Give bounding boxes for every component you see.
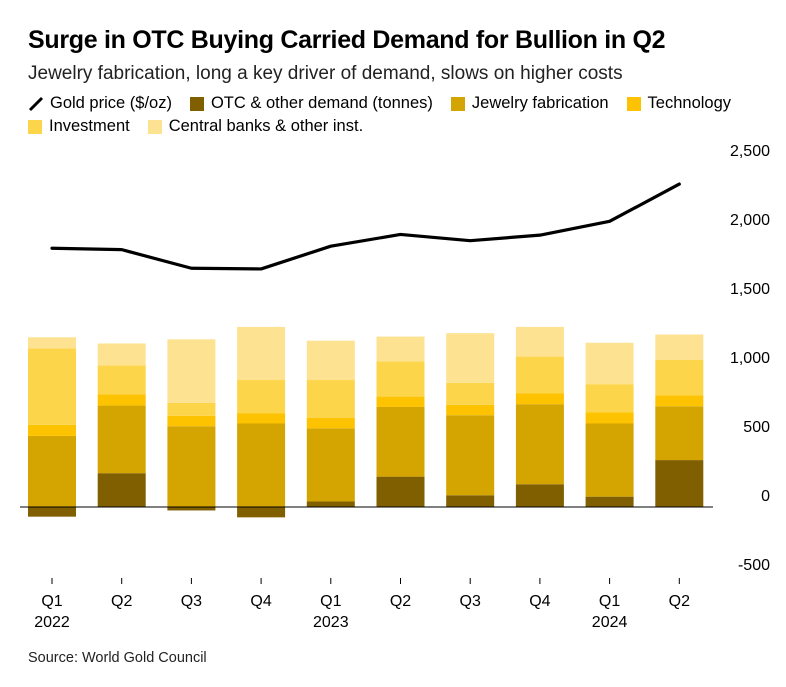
x-tick-label: Q1 bbox=[599, 593, 620, 610]
y-tick-label: 1,000 bbox=[730, 350, 770, 367]
x-year-label: 2022 bbox=[34, 614, 70, 631]
legend-item-jewelry: Jewelry fabrication bbox=[450, 94, 609, 113]
bar-segment bbox=[376, 476, 425, 507]
x-tick-label: Q1 bbox=[320, 593, 341, 610]
bar-segment bbox=[376, 396, 425, 407]
x-tick-label: Q4 bbox=[529, 593, 550, 610]
bar-segment bbox=[28, 424, 76, 436]
bar-segment bbox=[655, 360, 704, 396]
x-year-label: 2024 bbox=[592, 614, 628, 631]
legend-item-technology: Technology bbox=[626, 94, 732, 113]
source-note: Source: World Gold Council bbox=[28, 650, 207, 666]
bar-segment bbox=[515, 393, 564, 405]
legend-label: OTC & other demand (tonnes) bbox=[210, 94, 433, 112]
chart-subtitle: Jewelry fabrication, long a key driver o… bbox=[28, 63, 623, 84]
bar-segment bbox=[237, 380, 286, 414]
legend-label: Technology bbox=[647, 94, 732, 112]
bar-segment bbox=[585, 412, 634, 424]
bar-segment bbox=[306, 417, 355, 429]
bar-segment bbox=[237, 423, 286, 507]
bar-segment bbox=[446, 415, 495, 496]
bar-segment bbox=[376, 361, 425, 397]
legend-label: Jewelry fabrication bbox=[471, 94, 609, 112]
legend-swatch bbox=[626, 96, 641, 111]
legend-swatch bbox=[189, 96, 204, 111]
legend-swatch bbox=[147, 119, 162, 134]
bar-segment bbox=[28, 348, 76, 425]
x-year-label: 2023 bbox=[313, 614, 349, 631]
x-tick-label: Q4 bbox=[250, 593, 271, 610]
bar-segment bbox=[306, 501, 355, 507]
chart-title: Surge in OTC Buying Carried Demand for B… bbox=[28, 26, 666, 54]
bar-segment bbox=[655, 460, 704, 507]
bar-segment bbox=[97, 405, 146, 474]
y-tick-label: 1,500 bbox=[730, 281, 770, 298]
legend-label: Gold price ($/oz) bbox=[50, 94, 172, 112]
legend-swatch bbox=[450, 96, 465, 111]
y-tick-label: 2,500 bbox=[730, 143, 770, 160]
bar-segment bbox=[446, 495, 495, 507]
bar-segment bbox=[446, 404, 495, 416]
x-tick-label: Q1 bbox=[41, 593, 62, 610]
legend-item-otc: OTC & other demand (tonnes) bbox=[189, 94, 433, 113]
legend-swatch bbox=[28, 119, 42, 134]
x-tick-label: Q2 bbox=[390, 593, 411, 610]
bar-segment bbox=[585, 423, 634, 497]
legend-row-1: Gold price ($/oz) OTC & other demand (to… bbox=[28, 94, 749, 113]
x-tick-label: Q2 bbox=[669, 593, 690, 610]
legend-item-investment: Investment bbox=[28, 117, 130, 136]
bar-segment bbox=[655, 406, 704, 461]
bar-segment bbox=[446, 333, 495, 383]
bar-segment bbox=[28, 435, 76, 507]
legend-label: Central banks & other inst. bbox=[168, 117, 364, 135]
bar-segment bbox=[97, 343, 146, 366]
legend-row-2: Investment Central banks & other inst. bbox=[28, 117, 381, 136]
bar-segment bbox=[167, 415, 216, 427]
bar-segment bbox=[237, 326, 286, 381]
bar-segment bbox=[167, 339, 216, 403]
y-tick-label: 2,000 bbox=[730, 212, 770, 229]
x-tick-label: Q3 bbox=[460, 593, 481, 610]
legend-item-gold-price: Gold price ($/oz) bbox=[28, 94, 172, 113]
legend-item-central-banks: Central banks & other inst. bbox=[147, 117, 364, 136]
bar-segment bbox=[376, 406, 425, 477]
bar-segment bbox=[167, 402, 216, 416]
bar-segment bbox=[655, 395, 704, 407]
bar-segment bbox=[585, 496, 634, 507]
bar-segment bbox=[376, 336, 425, 362]
y-tick-label: -500 bbox=[738, 557, 770, 574]
bar-segment bbox=[28, 507, 76, 517]
bar-segment bbox=[97, 394, 146, 406]
bar-segment bbox=[306, 380, 355, 418]
bar-segment bbox=[237, 507, 286, 518]
bar-segment bbox=[306, 428, 355, 502]
y-tick-label: 0 bbox=[761, 488, 770, 505]
bar-segment bbox=[28, 337, 76, 349]
gold-price-line bbox=[50, 182, 681, 271]
diagonal-line-icon bbox=[28, 96, 44, 111]
bar-segment bbox=[446, 382, 495, 405]
legend-label: Investment bbox=[49, 117, 130, 135]
bar-segment bbox=[655, 334, 704, 361]
bar-segment bbox=[237, 413, 286, 424]
bar-segment bbox=[585, 384, 634, 413]
bar-segment bbox=[515, 326, 564, 357]
bar-segment bbox=[97, 473, 146, 507]
bar-segment bbox=[515, 484, 564, 507]
x-tick-label: Q3 bbox=[181, 593, 202, 610]
bar-segment bbox=[167, 507, 216, 511]
bar-segment bbox=[97, 365, 146, 395]
x-tick-label: Q2 bbox=[111, 593, 132, 610]
bar-segment bbox=[585, 342, 634, 385]
bar-segment bbox=[306, 340, 355, 381]
bar-segment bbox=[515, 356, 564, 394]
bar-segment bbox=[167, 426, 216, 507]
bar-segment bbox=[515, 404, 564, 485]
y-tick-label: 500 bbox=[743, 419, 770, 436]
